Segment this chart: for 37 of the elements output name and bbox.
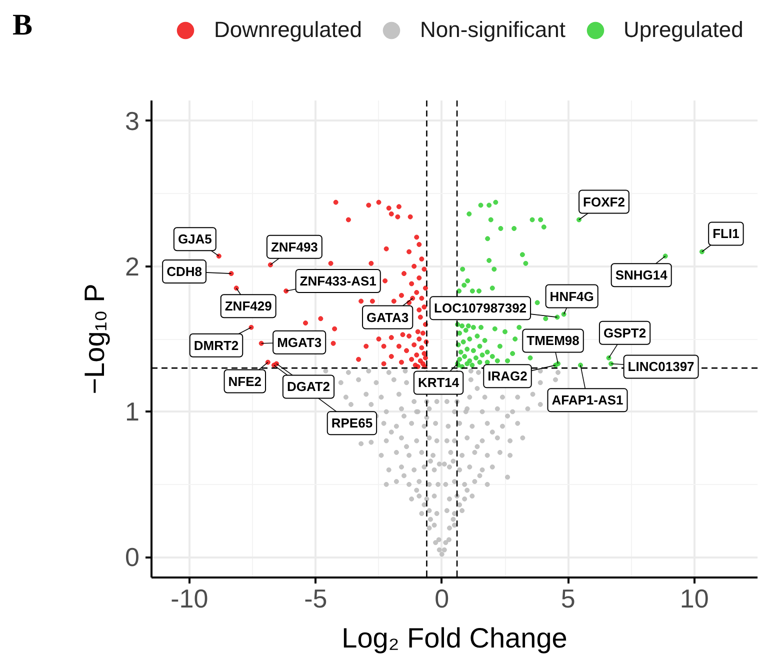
annotation: ZNF433-AS1 [300, 274, 376, 289]
y-tick-label: 2 [125, 251, 140, 282]
annotation: NFE2 [228, 374, 262, 389]
x-tick-label: 0 [434, 584, 450, 614]
annotation: LOC107987392 [434, 300, 527, 316]
annotation: FLI1 [712, 226, 740, 242]
annotation: LINC01397 [628, 359, 694, 374]
annotation: GJA5 [178, 232, 212, 247]
x-tick-label: 5 [560, 584, 576, 614]
annotation: HNF4G [550, 288, 594, 304]
x-tick-label: -5 [304, 584, 328, 614]
x-axis-title: Log₂ Fold Change [342, 622, 568, 654]
annotation: FOXF2 [583, 194, 625, 210]
x-tick-label: -10 [170, 584, 208, 614]
annotation: DGAT2 [286, 379, 330, 394]
annotation: SNHG14 [615, 268, 668, 283]
annotation: ZNF493 [270, 239, 318, 254]
legend-label: Non-significant [420, 17, 566, 43]
annotation: AFAP1-AS1 [552, 392, 624, 408]
annotation: ZNF429 [224, 298, 272, 314]
annotation: RPE65 [331, 416, 373, 431]
annotation: GATA3 [366, 310, 409, 325]
annotation: KRT14 [418, 375, 460, 390]
y-axis-title: −Log₁₀ P [79, 284, 110, 394]
y-tick-label: 0 [125, 542, 140, 572]
annotation: GSPT2 [603, 325, 646, 340]
annotation: IRAG2 [488, 368, 528, 384]
legend-label: Upregulated [624, 17, 744, 43]
annotation: MGAT3 [277, 334, 322, 350]
x-tick-label: 10 [680, 584, 709, 614]
annotation: DMRT2 [194, 338, 239, 353]
annotation: CDH8 [166, 264, 202, 280]
annotation: TMEM98 [526, 333, 580, 348]
y-tick-label: 1 [125, 396, 140, 427]
legend-label: Downregulated [214, 17, 362, 43]
y-tick-label: 3 [125, 106, 140, 136]
text: B [12, 8, 33, 42]
